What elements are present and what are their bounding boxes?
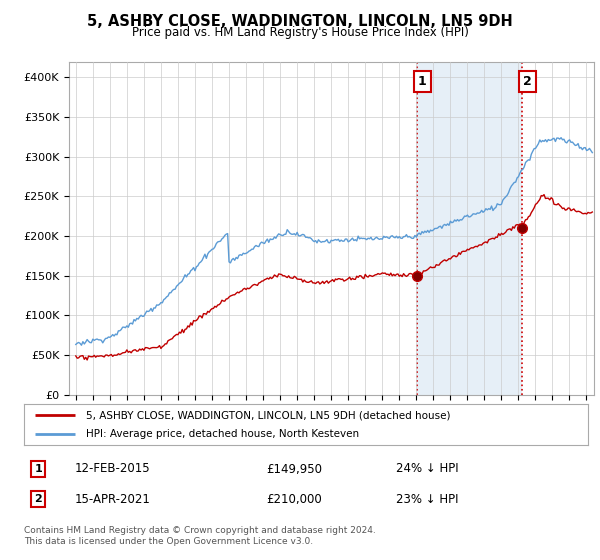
Text: 5, ASHBY CLOSE, WADDINGTON, LINCOLN, LN5 9DH: 5, ASHBY CLOSE, WADDINGTON, LINCOLN, LN5… xyxy=(87,14,513,29)
Text: HPI: Average price, detached house, North Kesteven: HPI: Average price, detached house, Nort… xyxy=(86,429,359,439)
Text: 23% ↓ HPI: 23% ↓ HPI xyxy=(396,493,459,506)
Text: 1: 1 xyxy=(34,464,42,474)
Text: 5, ASHBY CLOSE, WADDINGTON, LINCOLN, LN5 9DH (detached house): 5, ASHBY CLOSE, WADDINGTON, LINCOLN, LN5… xyxy=(86,410,451,421)
Text: £210,000: £210,000 xyxy=(266,493,322,506)
Bar xyxy=(418,62,523,395)
Text: Price paid vs. HM Land Registry's House Price Index (HPI): Price paid vs. HM Land Registry's House … xyxy=(131,26,469,39)
Text: £149,950: £149,950 xyxy=(266,463,323,475)
Text: 2: 2 xyxy=(523,75,532,88)
Text: 2: 2 xyxy=(34,494,42,504)
Text: 24% ↓ HPI: 24% ↓ HPI xyxy=(396,463,459,475)
Text: 1: 1 xyxy=(418,75,427,88)
Text: Contains HM Land Registry data © Crown copyright and database right 2024.
This d: Contains HM Land Registry data © Crown c… xyxy=(24,526,376,546)
Text: 12-FEB-2015: 12-FEB-2015 xyxy=(75,463,151,475)
Text: 15-APR-2021: 15-APR-2021 xyxy=(75,493,151,506)
